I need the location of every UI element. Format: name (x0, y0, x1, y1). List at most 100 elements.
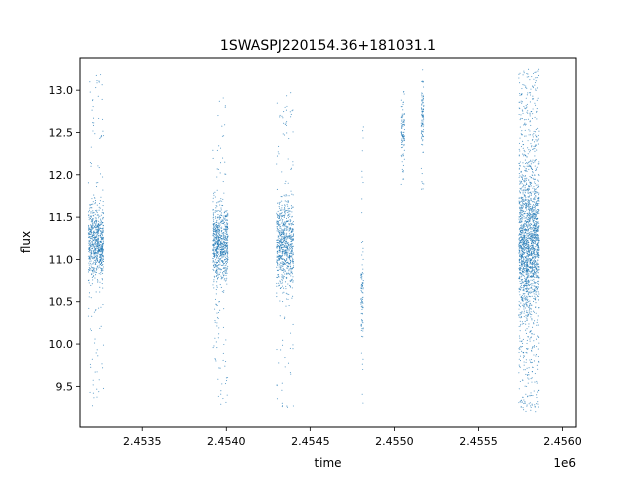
data-point (522, 207, 524, 209)
data-point (402, 122, 404, 124)
data-point (531, 213, 533, 215)
data-point (535, 136, 537, 138)
data-point (214, 359, 217, 361)
data-point (422, 69, 424, 71)
data-point (217, 274, 219, 276)
data-point (94, 249, 96, 251)
data-point (518, 241, 520, 243)
data-point (533, 219, 535, 221)
data-point (93, 122, 95, 124)
data-point (277, 235, 279, 237)
data-point (533, 300, 535, 303)
data-point (285, 242, 287, 244)
data-point (221, 220, 223, 222)
data-point (519, 250, 521, 252)
data-point (98, 307, 100, 309)
data-point (281, 115, 283, 117)
data-point (220, 390, 222, 392)
data-point (216, 246, 218, 248)
data-point (528, 134, 530, 136)
data-point (101, 238, 104, 240)
data-point (400, 131, 402, 133)
data-point (533, 266, 535, 268)
data-point (96, 256, 99, 258)
data-point (528, 68, 530, 70)
data-point (221, 255, 223, 257)
data-point (519, 126, 521, 128)
data-point (218, 301, 220, 303)
data-point (276, 220, 278, 222)
data-point (530, 191, 532, 193)
data-point (535, 227, 538, 229)
data-point (217, 168, 219, 170)
data-point (224, 237, 226, 240)
data-point (277, 236, 279, 238)
data-point (421, 188, 423, 190)
data-point (280, 217, 283, 219)
data-point (360, 329, 362, 332)
data-point (281, 252, 283, 255)
data-point (534, 165, 536, 167)
data-point (100, 221, 103, 223)
data-point (518, 388, 520, 390)
data-point (221, 227, 223, 229)
data-point (287, 283, 289, 285)
data-point (519, 325, 521, 327)
data-point (220, 260, 223, 262)
data-point (97, 224, 99, 226)
data-point (219, 309, 221, 311)
data-point (524, 159, 526, 161)
data-point (89, 231, 91, 233)
data-point (217, 395, 219, 397)
data-point (93, 215, 95, 217)
data-point (526, 283, 528, 285)
data-point (90, 146, 92, 148)
data-point (100, 264, 103, 267)
data-point (523, 290, 525, 292)
data-point (216, 221, 218, 223)
data-point (284, 259, 286, 261)
data-point (524, 195, 526, 197)
data-point (287, 245, 289, 247)
data-point (101, 278, 103, 280)
data-point (534, 196, 536, 198)
data-point (215, 266, 217, 268)
data-point (97, 182, 99, 184)
data-point (225, 250, 227, 252)
data-point (537, 251, 539, 253)
data-point (522, 357, 525, 359)
data-point (223, 266, 225, 268)
data-point (94, 371, 96, 373)
data-point (528, 192, 530, 194)
data-point (518, 162, 520, 164)
data-point (99, 221, 101, 223)
data-point (222, 254, 224, 256)
data-point (95, 87, 97, 89)
data-point (224, 224, 226, 226)
data-point (535, 168, 537, 170)
data-point (521, 286, 523, 288)
data-point (533, 178, 535, 180)
data-point (90, 230, 92, 232)
data-point (536, 382, 538, 384)
data-point (527, 255, 529, 257)
data-point (286, 277, 288, 279)
data-point (92, 210, 94, 212)
data-point (90, 206, 92, 208)
data-point (519, 247, 521, 249)
data-point (213, 287, 215, 289)
data-point (534, 147, 536, 149)
data-point (531, 215, 533, 217)
data-point (528, 251, 530, 253)
data-point (284, 208, 286, 210)
data-point (221, 291, 223, 293)
data-point (98, 215, 100, 217)
data-point (523, 72, 525, 74)
data-point (98, 391, 100, 393)
data-point (530, 271, 532, 273)
data-point (532, 148, 534, 150)
data-point (536, 211, 538, 213)
data-point (519, 230, 521, 232)
data-point (100, 255, 102, 257)
data-point (531, 231, 533, 233)
